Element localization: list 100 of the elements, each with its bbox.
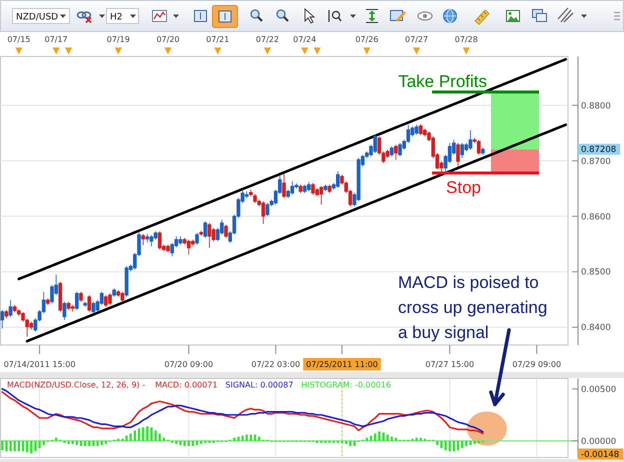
ref-line-label: Stop bbox=[446, 178, 482, 198]
y-tick-label: 0.00000 bbox=[581, 436, 616, 447]
candlestick bbox=[141, 234, 145, 246]
candlestick bbox=[224, 224, 228, 238]
x-tick-label: 07/21 bbox=[206, 35, 230, 44]
chart-title: NZD/USD bbox=[16, 12, 58, 22]
candlestick bbox=[87, 294, 92, 312]
bar bbox=[349, 440, 352, 446]
candlestick bbox=[481, 147, 485, 156]
candlestick bbox=[178, 236, 182, 245]
candlestick bbox=[460, 142, 464, 158]
x-tick-label: 07/24 bbox=[293, 35, 316, 44]
text: 0.87208 bbox=[581, 145, 616, 156]
candlestick bbox=[208, 222, 212, 248]
x-tick-label: 07/26 bbox=[355, 35, 378, 44]
candlestick bbox=[8, 300, 12, 318]
candlestick bbox=[302, 184, 307, 194]
candlestick bbox=[62, 301, 66, 320]
candlestick bbox=[468, 130, 472, 150]
candlestick bbox=[253, 194, 257, 204]
candlestick bbox=[116, 290, 120, 298]
bar bbox=[386, 434, 389, 441]
text: -0.00148 bbox=[581, 450, 620, 460]
y-tick-label: 0.8600 bbox=[581, 212, 611, 222]
bar bbox=[14, 440, 16, 452]
bar bbox=[130, 434, 132, 441]
bar bbox=[254, 434, 256, 441]
bar bbox=[461, 440, 464, 448]
candlestick bbox=[158, 230, 162, 250]
bar bbox=[420, 438, 422, 441]
bar bbox=[237, 436, 240, 441]
bar bbox=[452, 440, 455, 452]
chart-title: MACD(NZD/USD.Close, 12, 26, 9) - bbox=[7, 380, 146, 390]
candlestick bbox=[46, 298, 50, 306]
bar bbox=[42, 440, 45, 446]
candlestick bbox=[199, 230, 203, 236]
bar bbox=[192, 440, 194, 446]
candlestick bbox=[266, 202, 270, 217]
bar bbox=[100, 440, 103, 446]
candlestick bbox=[398, 142, 402, 157]
candlestick bbox=[120, 291, 124, 302]
bar bbox=[30, 440, 32, 454]
y-tick-label: 0.8700 bbox=[581, 156, 611, 167]
candlestick bbox=[290, 180, 294, 196]
bar bbox=[134, 430, 136, 441]
candlestick bbox=[4, 310, 8, 319]
series-label: MACD: 0.00071 bbox=[155, 380, 218, 390]
x-tick-label: 07/20 bbox=[156, 35, 180, 44]
x-tick-label: 07/22 bbox=[256, 35, 279, 44]
bar bbox=[394, 438, 397, 441]
bar bbox=[200, 440, 202, 444]
bar bbox=[258, 436, 260, 441]
candlestick bbox=[112, 288, 116, 298]
bar bbox=[76, 440, 78, 446]
bar bbox=[158, 434, 161, 441]
candlestick bbox=[282, 173, 286, 198]
candlestick bbox=[124, 266, 128, 298]
candlestick bbox=[203, 220, 208, 238]
candlestick bbox=[12, 304, 17, 313]
candlestick bbox=[166, 244, 170, 253]
candlestick bbox=[108, 293, 112, 306]
bar bbox=[88, 440, 90, 446]
x-tick-label: 07/27 bbox=[405, 35, 428, 44]
bar bbox=[142, 427, 144, 441]
candlestick bbox=[145, 234, 150, 243]
candlestick bbox=[83, 301, 87, 308]
x-tick-label: 07/28 bbox=[454, 35, 478, 44]
x-tick-label: 07/27 15:00 bbox=[425, 360, 474, 369]
x-tick-label: 07/29 09:00 bbox=[512, 360, 562, 369]
candlestick bbox=[414, 124, 418, 136]
bar bbox=[175, 440, 178, 444]
bar bbox=[72, 440, 74, 444]
bar bbox=[84, 440, 86, 446]
x-tick-label: 07/25/2011 11:00 bbox=[306, 360, 378, 369]
bar bbox=[233, 438, 236, 441]
x-tick-label: 07/17 bbox=[44, 35, 68, 44]
x-tick-label: 07/14/2011 15:00 bbox=[4, 360, 76, 369]
bar bbox=[246, 434, 248, 441]
bar bbox=[378, 432, 380, 441]
bar bbox=[250, 434, 252, 441]
candlestick bbox=[75, 291, 79, 310]
candlestick bbox=[92, 301, 96, 314]
bar bbox=[448, 440, 451, 452]
bar bbox=[162, 438, 165, 441]
candlestick bbox=[476, 139, 481, 156]
y-tick-label: 0.8500 bbox=[581, 268, 611, 278]
y-tick-label: 0.8800 bbox=[581, 101, 611, 112]
line-series bbox=[26, 123, 568, 342]
bar bbox=[26, 440, 28, 452]
candlestick bbox=[150, 234, 154, 247]
candlestick bbox=[58, 281, 62, 312]
candlestick bbox=[394, 144, 398, 160]
candlestick bbox=[324, 184, 328, 192]
candlestick bbox=[307, 181, 311, 192]
y-tick-label: 0.00500 bbox=[581, 384, 616, 395]
bar bbox=[125, 436, 128, 441]
candlestick bbox=[373, 134, 377, 154]
x-tick-label: 07/20 09:00 bbox=[164, 360, 214, 369]
bar bbox=[146, 426, 148, 441]
x-tick-label: 07/22 03:00 bbox=[251, 360, 300, 369]
